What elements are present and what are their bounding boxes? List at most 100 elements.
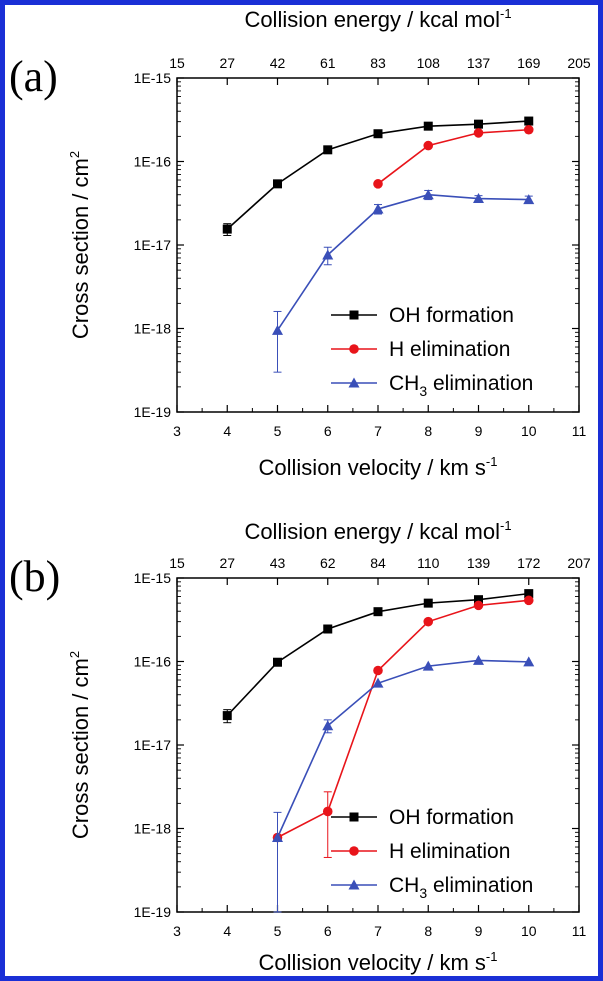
data-point [373, 607, 383, 617]
figure-frame: (a) Collision energy / kcal mol-1 3 4 5 6 7 8 9 1… [5, 5, 598, 976]
legend-marker [349, 812, 359, 822]
legend-marker [348, 377, 360, 388]
data-point [272, 324, 283, 335]
top-tick-label: 15 [169, 555, 185, 571]
data-point [473, 128, 484, 138]
x-tick-label: 6 [324, 423, 332, 439]
series-line [276, 193, 529, 331]
top-tick-label: 42 [270, 55, 286, 71]
y-tick-label: 1E-15 [134, 70, 172, 86]
data-point [473, 193, 484, 204]
x-tick-label: 3 [173, 423, 181, 439]
data-point [474, 119, 483, 129]
x-tick-label: 9 [475, 923, 483, 939]
legend-label: CH3 elimination [389, 874, 533, 901]
chart-panel-a: (a) Collision energy / kcal mol-1 3 4 5 6 7 8 9 1… [9, 6, 591, 480]
y-tick-label: 1E-18 [134, 821, 172, 837]
data-point [473, 600, 484, 611]
legend-item: CH3 elimination [331, 874, 533, 901]
x-tick-label: 10 [521, 423, 537, 439]
y-axis-title: Cross section / cm2 [67, 651, 93, 839]
data-point [273, 657, 282, 667]
legend-marker [349, 344, 359, 354]
data-point [372, 677, 384, 688]
series-line [377, 128, 529, 185]
y-tick-label: 1E-15 [134, 570, 172, 586]
top-tick-label: 84 [370, 555, 386, 571]
series-oh-formation [222, 116, 534, 236]
legend-label: H elimination [389, 840, 510, 863]
figure-canvas: (a) Collision energy / kcal mol-1 3 4 5 6 7 8 9 1… [9, 6, 591, 975]
data-point [323, 145, 333, 155]
top-tick-label: 205 [567, 55, 591, 71]
series-line [276, 659, 529, 838]
panel-label: (b) [9, 552, 60, 601]
data-point [222, 224, 232, 234]
x-tick-label: 8 [424, 923, 432, 939]
legend-marker [348, 879, 360, 890]
data-point [273, 179, 282, 189]
series-h-elimination [272, 595, 534, 858]
legend-label: OH formation [389, 806, 514, 829]
top-tick-label: 61 [320, 55, 336, 71]
series-ch3 [272, 654, 535, 913]
x-axis-title: Collision velocity / km s-1 [259, 454, 498, 480]
legend-item: H elimination [331, 338, 510, 361]
data-point [373, 179, 383, 189]
data-point [222, 711, 232, 721]
data-point [372, 203, 384, 214]
y-tick-label: 1E-17 [134, 237, 172, 253]
x-tick-label: 11 [572, 923, 587, 939]
x-tick-label: 4 [223, 423, 231, 439]
top-tick-label: 15 [169, 55, 185, 71]
top-tick-label: 137 [467, 55, 491, 71]
y-tick-label: 1E-18 [134, 321, 172, 337]
data-point [373, 129, 383, 139]
data-point [322, 720, 334, 731]
legend-label: CH3 elimination [389, 372, 533, 399]
data-point [423, 598, 433, 608]
x-axis-title: Collision velocity / km s-1 [259, 949, 498, 975]
x-tick-label: 10 [521, 923, 537, 939]
top-tick-label: 62 [320, 555, 336, 571]
data-point [423, 121, 433, 131]
data-point [322, 249, 334, 260]
top-tick-label: 83 [370, 55, 386, 71]
legend-label: OH formation [389, 304, 514, 327]
panel-label: (a) [9, 52, 58, 101]
y-axis-title: Cross section / cm2 [67, 151, 93, 339]
x-tick-label: 6 [324, 923, 332, 939]
data-point [524, 116, 534, 126]
legend-marker [349, 310, 359, 320]
x-tick-label: 8 [424, 423, 432, 439]
data-point [423, 140, 434, 151]
data-point [373, 665, 383, 676]
x-tick-label: 4 [223, 923, 231, 939]
y-tick-label: 1E-19 [134, 404, 172, 420]
series-oh-formation [222, 589, 534, 724]
x-tick-label: 5 [274, 423, 282, 439]
data-point [272, 832, 283, 843]
top-tick-label: 27 [219, 55, 235, 71]
x-tick-label: 7 [374, 423, 382, 439]
data-point [323, 624, 333, 634]
x-tick-label: 9 [475, 423, 483, 439]
y-tick-label: 1E-19 [134, 904, 172, 920]
data-point [523, 656, 535, 667]
chart-panel-b: (b) Collision energy / kcal mol-1 3 4 5 6 7 8 9 1… [9, 518, 591, 975]
legend-label: H elimination [389, 338, 510, 361]
top-tick-label: 110 [417, 555, 440, 571]
top-tick-label: 43 [270, 555, 286, 571]
top-axis-title: Collision energy / kcal mol-1 [244, 518, 511, 544]
x-tick-label: 5 [274, 923, 282, 939]
data-point [422, 189, 434, 200]
data-point [474, 595, 483, 605]
top-tick-label: 27 [219, 555, 235, 571]
data-point [322, 806, 333, 817]
data-point [423, 616, 434, 627]
y-tick-label: 1E-16 [134, 154, 172, 170]
data-point [523, 194, 535, 205]
x-tick-label: 3 [173, 923, 181, 939]
top-tick-label: 207 [567, 555, 591, 571]
data-point [422, 660, 434, 671]
